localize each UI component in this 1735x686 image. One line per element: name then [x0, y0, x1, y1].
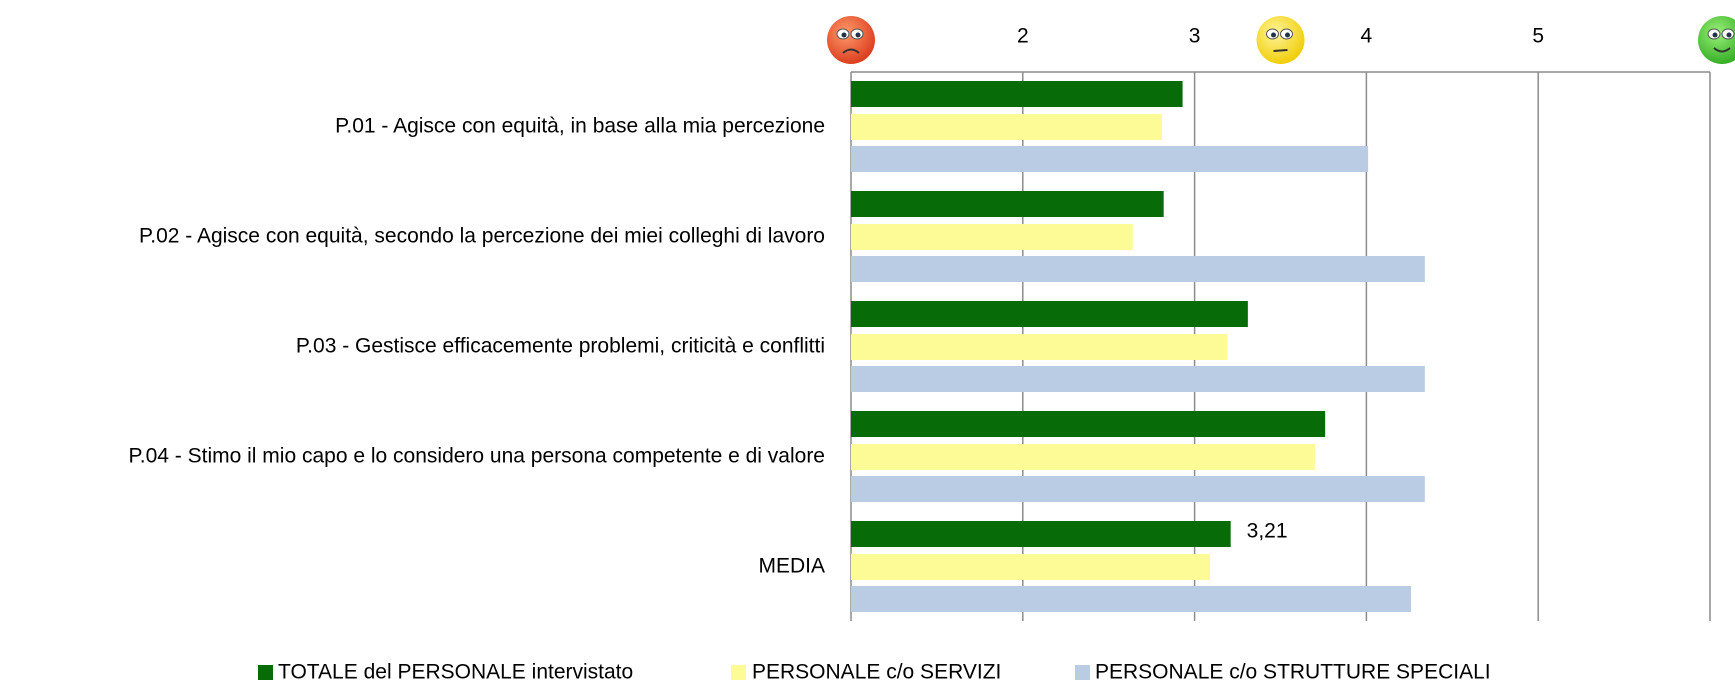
smiley-face [827, 16, 875, 64]
smiley-pupil [841, 32, 847, 38]
legend-swatch [731, 665, 746, 680]
smiley-pupil [1285, 32, 1290, 38]
bar [851, 411, 1326, 437]
legend-swatch [258, 665, 273, 680]
y-tick-label: P.01 - Agisce con equità, in base alla m… [335, 115, 825, 138]
legend-label: PERSONALE c/o SERVIZI [752, 661, 1001, 684]
smiley-face [1256, 16, 1305, 64]
smiley-pupil [1726, 32, 1732, 38]
bar [851, 301, 1248, 327]
bar [851, 476, 1425, 502]
bar [851, 224, 1133, 250]
smiley-icon [1698, 16, 1735, 64]
y-tick-label: P.03 - Gestisce efficacemente problemi, … [296, 335, 825, 358]
bar [851, 256, 1425, 282]
smiley-face [1698, 16, 1735, 64]
x-tick-label: 4 [1361, 25, 1373, 48]
smiley-icon [827, 16, 875, 64]
y-tick-label: P.04 - Stimo il mio capo e lo considero … [128, 445, 825, 468]
legend-label: TOTALE del PERSONALE intervistato [278, 661, 633, 684]
x-tick-label: 3 [1189, 25, 1201, 48]
smiley-pupil [855, 32, 861, 38]
y-tick-label: MEDIA [758, 555, 825, 578]
smiley-pupil [1271, 32, 1276, 38]
bar [851, 444, 1315, 470]
legend-swatch [1075, 665, 1090, 680]
bar [851, 146, 1369, 172]
smiley-mouth [842, 48, 860, 54]
bar [851, 554, 1211, 580]
y-tick-label: P.02 - Agisce con equità, secondo la per… [139, 225, 825, 248]
smiley-icon [1256, 16, 1305, 64]
smiley-mouth [1273, 49, 1288, 52]
smiley-pupil [1712, 32, 1718, 38]
x-tick-label: 2 [1017, 25, 1029, 48]
x-tick-label: 5 [1532, 25, 1544, 48]
bar [851, 191, 1164, 217]
bar [851, 521, 1231, 547]
bar [851, 81, 1183, 107]
bar [851, 586, 1412, 612]
bar [851, 114, 1162, 140]
bar [851, 366, 1425, 392]
smiley-mouth [1713, 47, 1731, 53]
bar [851, 334, 1228, 360]
legend-label: PERSONALE c/o STRUTTURE SPECIALI [1095, 661, 1491, 684]
data-label: 3,21 [1247, 520, 1288, 543]
